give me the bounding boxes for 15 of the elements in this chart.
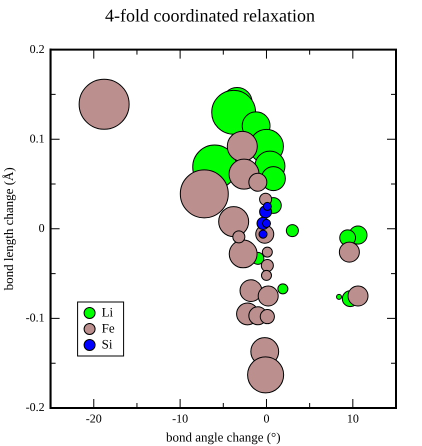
legend-label: Li: [102, 304, 114, 320]
legend-label: Si: [102, 336, 113, 352]
x-axis-title: bond angle change (°): [166, 430, 281, 445]
y-tick-label: 0: [38, 220, 45, 235]
y-tick-label: 0.2: [30, 42, 45, 56]
legend-label: Fe: [102, 320, 115, 336]
chart-title: 4-fold coordinated relaxation: [105, 6, 315, 26]
x-tick-label: -20: [86, 411, 102, 426]
y-tick-label: 0.1: [30, 131, 45, 146]
y-tick-label: -0.1: [26, 310, 45, 325]
y-tick-label: -0.2: [26, 400, 45, 414]
x-tick-label: -10: [172, 411, 188, 426]
y-axis-title: bond length change (Å): [1, 167, 16, 290]
x-tick-label: 10: [346, 411, 359, 426]
x-tick-label: 0: [263, 411, 270, 426]
